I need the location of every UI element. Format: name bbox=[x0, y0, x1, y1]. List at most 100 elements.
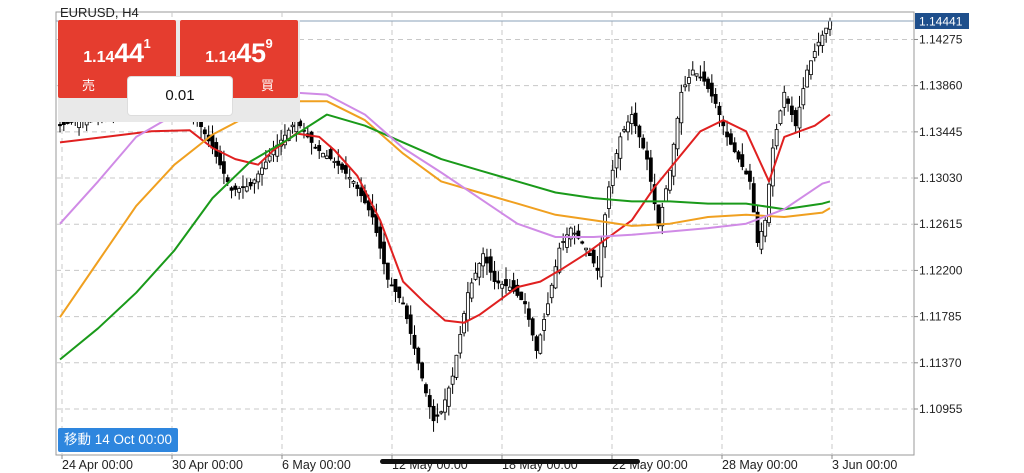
candle-body bbox=[709, 82, 714, 97]
candle-body bbox=[378, 226, 383, 249]
candle-body bbox=[397, 286, 402, 299]
candle-body bbox=[622, 129, 627, 132]
sell-price-prefix: 1.14 bbox=[83, 49, 115, 66]
candle-body bbox=[728, 133, 733, 145]
candle-body bbox=[793, 110, 798, 127]
candle-body bbox=[767, 183, 771, 224]
candle-body bbox=[359, 187, 364, 197]
candle-body bbox=[263, 161, 268, 170]
candle-body bbox=[626, 121, 630, 133]
candle-body bbox=[595, 267, 600, 271]
buy-price: 1.14459 bbox=[180, 36, 298, 69]
candle-body bbox=[660, 206, 665, 227]
moving-average-line bbox=[59, 100, 831, 318]
candle-body bbox=[824, 27, 829, 34]
candle-body bbox=[599, 242, 604, 278]
sell-price-sup: 1 bbox=[143, 36, 151, 51]
candle-body bbox=[782, 91, 787, 108]
candle-body bbox=[675, 117, 680, 150]
candle-body bbox=[343, 165, 348, 174]
candle-body bbox=[477, 263, 482, 278]
candle-body bbox=[328, 149, 333, 160]
candle-body bbox=[713, 93, 718, 104]
candle-body bbox=[656, 204, 661, 227]
plot-frame bbox=[55, 11, 915, 456]
candle-body bbox=[725, 131, 729, 138]
candle-body bbox=[347, 176, 352, 180]
y-tick-label: 1.13445 bbox=[919, 125, 963, 139]
candle-body bbox=[523, 301, 527, 305]
candle-body bbox=[568, 227, 573, 240]
candle-body bbox=[435, 414, 440, 417]
candle-body bbox=[572, 232, 577, 235]
candle-body bbox=[607, 186, 611, 209]
candle-body bbox=[553, 266, 558, 289]
candle-body bbox=[443, 399, 447, 413]
candle-body bbox=[603, 214, 607, 248]
candle-body bbox=[519, 291, 524, 301]
current-price-marker bbox=[915, 13, 969, 29]
x-tick-label: 24 Apr 00:00 bbox=[62, 458, 133, 472]
candle-body bbox=[511, 280, 516, 292]
candle-body bbox=[385, 262, 390, 280]
candle-body bbox=[324, 155, 329, 159]
candle-body bbox=[256, 173, 261, 183]
candle-body bbox=[412, 334, 417, 349]
candle-body bbox=[580, 241, 585, 244]
candle-body bbox=[565, 234, 569, 248]
candle-body bbox=[751, 183, 756, 213]
candle-body bbox=[648, 157, 653, 182]
candle-body bbox=[591, 249, 596, 264]
candle-body bbox=[401, 302, 405, 305]
candle-body bbox=[702, 71, 707, 82]
candle-body bbox=[439, 411, 444, 414]
candle-body bbox=[458, 334, 463, 354]
candle-body bbox=[641, 137, 646, 149]
candle-body bbox=[629, 114, 634, 124]
candle-body bbox=[351, 180, 356, 184]
candle-body bbox=[587, 252, 592, 256]
candle-body bbox=[816, 41, 821, 47]
candle-body bbox=[309, 131, 314, 143]
candle-body bbox=[542, 319, 547, 331]
candle-body bbox=[202, 129, 207, 135]
candle-body bbox=[584, 247, 588, 251]
candle-body bbox=[492, 270, 497, 282]
candle-body bbox=[420, 362, 425, 379]
candle-body bbox=[637, 125, 642, 138]
candle-body bbox=[679, 91, 684, 124]
sell-button[interactable]: 1.14441 売 bbox=[58, 20, 176, 98]
candle-body bbox=[740, 154, 745, 167]
candle-body bbox=[618, 136, 623, 159]
candle-body bbox=[645, 150, 649, 160]
candle-body bbox=[286, 129, 291, 141]
candle-body bbox=[828, 20, 832, 30]
candle-body bbox=[222, 161, 226, 174]
candle-body bbox=[736, 151, 741, 160]
one-click-trading-panel: 1.14441 売 1.14459 買 0.01 bbox=[58, 20, 300, 122]
candle-body bbox=[473, 272, 478, 280]
sell-label: 売 bbox=[82, 78, 96, 93]
y-tick-label: 1.11370 bbox=[919, 356, 962, 370]
candle-body bbox=[801, 88, 806, 106]
candle-body bbox=[576, 230, 581, 239]
candle-body bbox=[355, 184, 360, 189]
candle-body bbox=[416, 347, 421, 364]
candle-body bbox=[668, 169, 672, 191]
candle-body bbox=[504, 279, 508, 287]
candle-body bbox=[229, 187, 234, 191]
candle-body bbox=[340, 163, 344, 170]
candle-body bbox=[58, 124, 62, 127]
candle-body bbox=[424, 384, 428, 394]
candle-body bbox=[290, 124, 295, 128]
candle-body bbox=[561, 241, 566, 243]
candle-body bbox=[805, 69, 810, 88]
lot-size-input[interactable]: 0.01 bbox=[128, 77, 232, 115]
goto-date-button[interactable]: 移動 14 Oct 00:00 bbox=[58, 428, 179, 452]
y-tick-label: 1.12200 bbox=[919, 263, 963, 277]
candle-body bbox=[671, 143, 676, 177]
moving-average-line bbox=[59, 113, 831, 324]
buy-label: 買 bbox=[260, 78, 274, 93]
candle-body bbox=[694, 73, 699, 77]
candle-body bbox=[389, 284, 394, 287]
